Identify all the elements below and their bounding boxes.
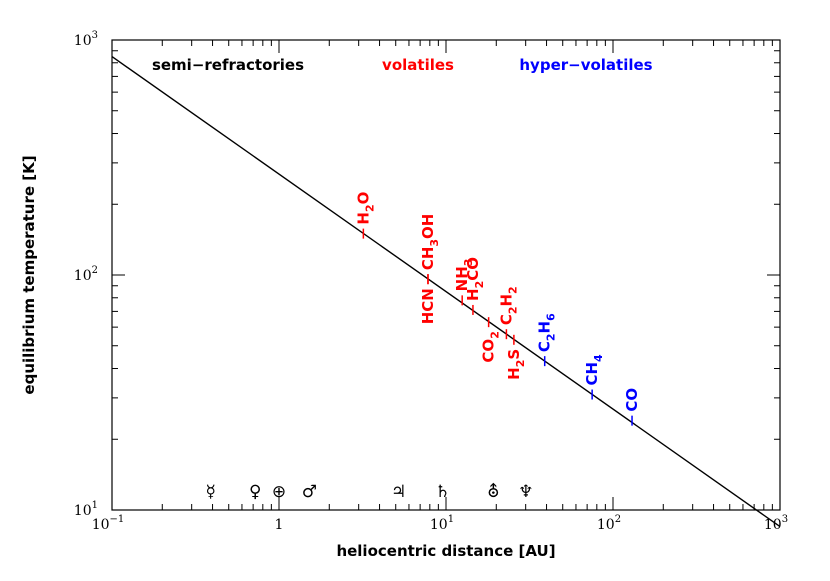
molecule-label: C2H6 <box>536 313 558 352</box>
tick-labels: 10−1 1 101 102 103 101 102 103 <box>74 30 788 533</box>
category-labels: semi−refractories volatiles hyper−volatile… <box>152 56 653 74</box>
molecule-label: CO <box>623 388 641 412</box>
temperature-line <box>111 56 781 528</box>
molecule-label: H2O <box>354 192 376 225</box>
planet-uranus-symbol: ⛢ <box>487 482 499 502</box>
y-tick-label: 103 <box>74 30 98 49</box>
axis-ticks <box>111 40 780 511</box>
x-tick-label: 10−1 <box>92 514 125 533</box>
category-label: volatiles <box>382 56 454 74</box>
planet-saturn-symbol: ♄ <box>435 482 450 502</box>
molecule-label: CH3OH <box>419 214 441 271</box>
x-axis-label: heliocentric distance [AU] <box>336 542 555 560</box>
category-label: semi−refractories <box>152 56 304 74</box>
x-tick-label: 102 <box>597 514 621 533</box>
category-label: hyper−volatiles <box>519 56 652 74</box>
planet-venus-symbol: ♀ <box>249 482 261 502</box>
molecule-label: CH4 <box>583 354 605 386</box>
x-tick-label: 101 <box>430 514 454 533</box>
molecule-label: NH3 <box>453 259 475 292</box>
data-series <box>111 56 781 528</box>
molecule-label: HCN <box>419 288 437 324</box>
planet-mercury-symbol: ☿ <box>205 482 215 502</box>
x-tick-label: 1 <box>275 517 284 533</box>
molecule-label: H2S <box>505 349 527 380</box>
x-tick-label: 103 <box>764 514 788 533</box>
plot-frame <box>111 39 781 511</box>
y-tick-label: 102 <box>74 265 98 284</box>
planet-symbols: ☿ ♀ ⊕ ♂ ♃ ♄ ⛢ ♆ <box>205 482 533 502</box>
y-axis-label: equilibrium temperature [K] <box>20 155 38 394</box>
planet-jupiter-symbol: ♃ <box>391 482 406 502</box>
axes <box>111 39 781 511</box>
planet-mars-symbol: ♂ <box>302 482 317 502</box>
y-tick-label: 101 <box>74 500 98 519</box>
planet-neptune-symbol: ♆ <box>518 482 533 502</box>
molecule-label: C2H2 <box>497 286 519 325</box>
planet-earth-symbol: ⊕ <box>272 482 286 502</box>
molecule-label: CO2 <box>480 331 502 362</box>
molecule-label: H2CO <box>464 257 486 301</box>
